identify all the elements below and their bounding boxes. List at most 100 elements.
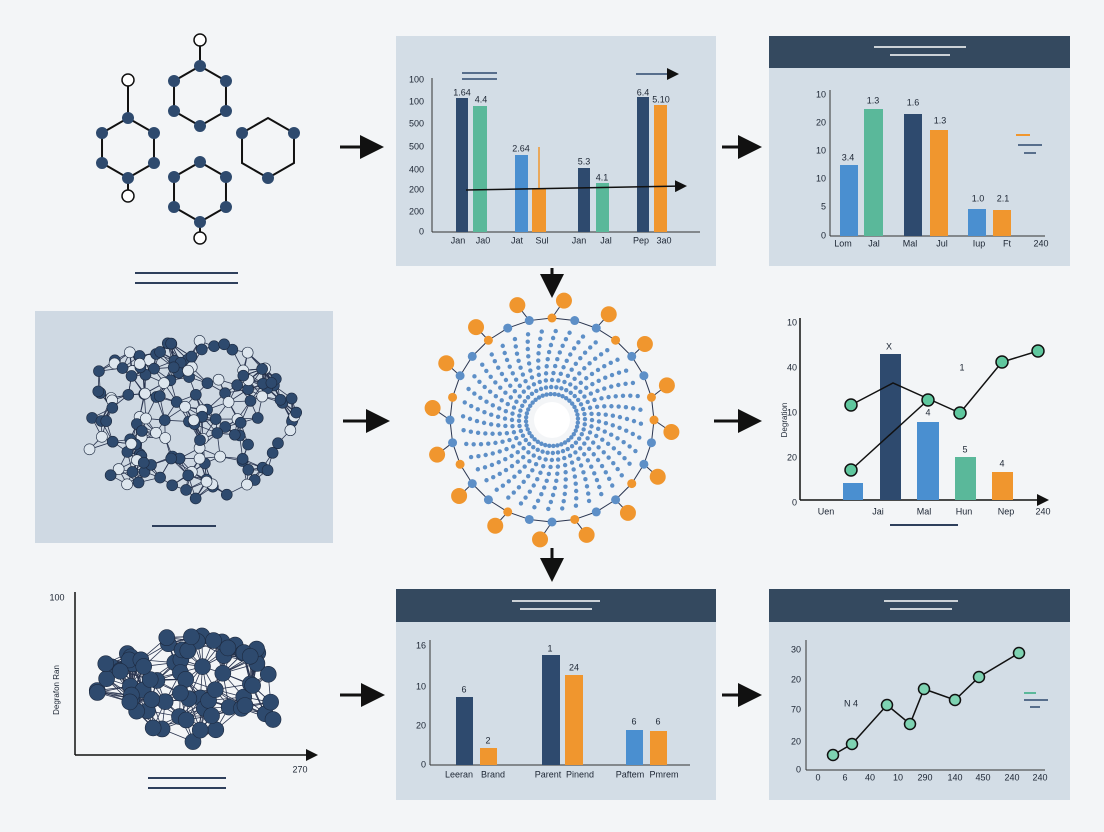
atom [168, 105, 181, 117]
atom-h [121, 189, 135, 203]
spoke-dot [568, 352, 573, 357]
atom [100, 415, 113, 427]
atom [125, 438, 138, 450]
spoke-dot [468, 429, 474, 434]
atom-h [121, 73, 135, 87]
spoke-dot [587, 430, 593, 435]
spoke-dot [510, 444, 516, 449]
spoke-dot [582, 411, 587, 417]
bar [532, 188, 546, 232]
atom [234, 416, 247, 429]
atom [256, 363, 268, 375]
spoke-dot [583, 477, 588, 482]
spoke-dot [615, 436, 620, 441]
atom [96, 431, 108, 443]
atom [185, 350, 198, 363]
y-tick-label: 10 [816, 89, 826, 99]
spoke-dot [500, 439, 505, 444]
spoke-dot [525, 339, 530, 344]
atom [468, 319, 485, 336]
atom [111, 662, 129, 680]
value-label: 6 [461, 684, 466, 694]
spoke-dot [543, 457, 548, 462]
bar [904, 114, 922, 236]
spoke-dot [518, 408, 523, 413]
y-tick-label: 20 [787, 452, 797, 462]
spoke-dot [488, 374, 493, 379]
spoke-dot [510, 423, 515, 429]
spoke-dot [574, 424, 580, 429]
spoke-dot [525, 346, 531, 352]
spoke-dot [493, 440, 498, 446]
atom [236, 453, 249, 465]
spoke-dot [475, 430, 481, 435]
atom [195, 343, 208, 356]
spoke-dot [617, 425, 622, 430]
spoke-dot [542, 485, 547, 490]
spoke-dot [562, 462, 568, 468]
spoke-dot [608, 360, 613, 366]
value-label: 1.64 [453, 87, 471, 97]
spoke-dot [502, 350, 507, 356]
panel-header [769, 589, 1070, 622]
spoke-dot [472, 391, 477, 396]
spoke-dot [527, 458, 532, 464]
atom [144, 719, 162, 737]
atom [639, 459, 649, 469]
spoke-dot [580, 406, 586, 412]
spoke-dot [628, 393, 633, 398]
atom [455, 371, 465, 381]
atom [154, 346, 166, 358]
spoke-dot [556, 378, 561, 383]
atom [177, 711, 195, 729]
atom [265, 377, 278, 389]
x-tick-label: Ft [1003, 238, 1011, 248]
underlines [135, 272, 958, 789]
spoke-dot [529, 391, 535, 396]
spoke-dot [520, 403, 525, 408]
spoke-dot [572, 474, 578, 479]
spoke-dot [572, 404, 577, 410]
atom [483, 335, 493, 345]
atom [148, 362, 160, 375]
atom [591, 323, 601, 333]
spoke-dot [578, 380, 583, 386]
spoke-dot [562, 440, 568, 445]
spoke-dot [474, 418, 480, 424]
spoke-dot [536, 372, 542, 378]
spoke-dot [510, 371, 515, 376]
spoke-dot [534, 388, 539, 394]
spoke-dot [572, 376, 577, 381]
spoke-dot [603, 470, 608, 475]
atom [600, 306, 617, 323]
spoke-dot [548, 499, 554, 505]
spoke-dot [588, 391, 594, 396]
spoke-dot [558, 371, 563, 377]
spoke-dot [595, 426, 601, 431]
spoke-dot [630, 406, 636, 411]
x-tick-label: Jai [872, 506, 884, 516]
spoke-dot [503, 467, 509, 473]
atom [172, 684, 189, 702]
atom [219, 639, 237, 657]
atom [168, 75, 181, 87]
spoke-dot [592, 471, 597, 476]
spoke-dot [491, 474, 496, 480]
spoke-dot [599, 463, 605, 469]
spoke-dot [630, 380, 636, 386]
spoke-dot [523, 495, 528, 500]
value-label: 1.3 [867, 95, 880, 105]
x-tick-label: Nep [998, 506, 1015, 516]
atom [135, 658, 152, 675]
atom [201, 377, 214, 389]
spoke-dot [502, 416, 508, 421]
x-tick-label: Jan [451, 235, 466, 245]
x-tick-label: 240 [1035, 506, 1050, 516]
spoke-dot [490, 403, 496, 408]
atom [179, 400, 191, 413]
spoke-dot [533, 397, 538, 403]
spoke-dot [617, 450, 622, 456]
spoke-dot [593, 356, 598, 361]
spoke-dot [505, 401, 510, 407]
atom [284, 424, 297, 437]
